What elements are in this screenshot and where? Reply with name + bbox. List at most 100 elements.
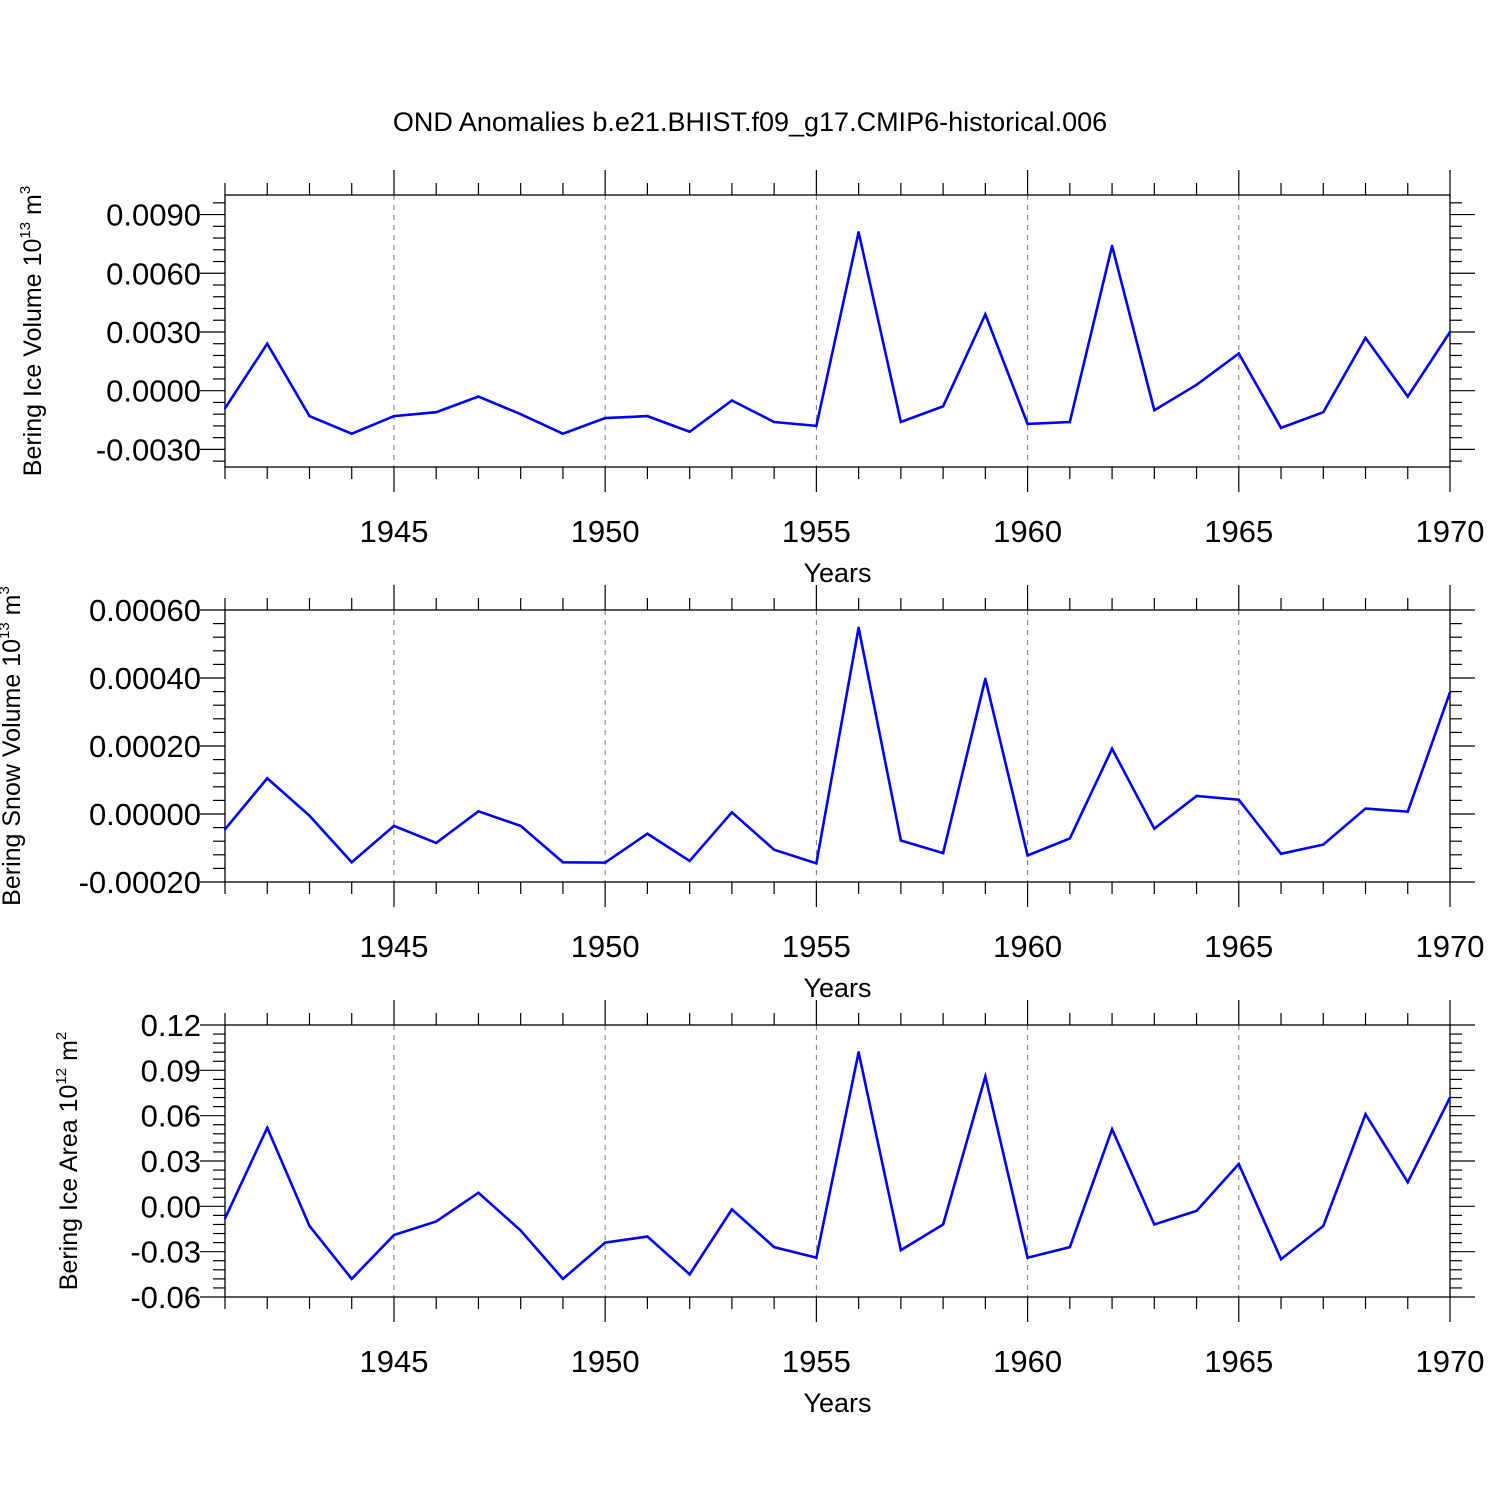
data-point [561, 1277, 565, 1281]
x-tick-label: 1955 [782, 929, 851, 964]
data-point [1110, 244, 1114, 248]
data-point [1322, 843, 1325, 846]
data-point [899, 420, 903, 424]
y-tick-label: -0.03 [130, 1235, 201, 1270]
y-tick-label: 0.06 [141, 1099, 201, 1134]
data-point [1068, 1245, 1072, 1249]
data-point [1026, 854, 1029, 857]
x-tick-label: 1960 [993, 929, 1062, 964]
data-point [1406, 1180, 1409, 1184]
data-point [561, 432, 565, 435]
data-point [688, 859, 691, 863]
x-tick-label: 1970 [1416, 929, 1485, 964]
data-point [688, 430, 691, 433]
data-point [435, 841, 438, 845]
series-line [223, 627, 1452, 865]
data-point [1195, 1209, 1198, 1213]
x-tick-label: 1945 [359, 1344, 428, 1379]
data-point [561, 861, 565, 864]
data-point [1153, 409, 1156, 412]
x-tick-label: 1970 [1416, 1344, 1485, 1379]
data-point [1364, 807, 1367, 810]
data-point [899, 839, 903, 842]
y-tick-label: -0.06 [130, 1280, 201, 1315]
data-point [519, 412, 522, 416]
data-point [857, 230, 860, 234]
chart-title: OND Anomalies b.e21.BHIST.f09_g17.CMIP6-… [393, 107, 1107, 137]
data-point [350, 432, 353, 435]
panel-2: -0.00020 0.00000 0.00020 0.00040 0.00060 1945… [0, 585, 1484, 1003]
data-point [308, 814, 311, 817]
y-tick-label: 0.00060 [89, 593, 201, 628]
data-point [1068, 420, 1072, 424]
data-point [1153, 1223, 1156, 1226]
data-point [772, 1245, 776, 1249]
data-point [984, 677, 987, 680]
data-point [1448, 330, 1452, 334]
data-point [941, 405, 945, 408]
y-tick-label: -0.00020 [79, 865, 201, 900]
y-axis-label-exponent: 13 [17, 222, 34, 239]
y-axis-label: Bering Ice Area 1012 m2 [53, 1032, 83, 1291]
x-tick-label: 1970 [1416, 514, 1485, 549]
data-point [1153, 827, 1156, 830]
data-point [688, 1273, 691, 1276]
data-point [1237, 352, 1240, 355]
data-point [1364, 1112, 1367, 1116]
panel-1: -0.0030 0.0000 0.0030 0.0060 0.0090 1945 1950 1… [17, 170, 1484, 588]
data-point [435, 411, 438, 414]
x-axis-label: Years [803, 1388, 871, 1418]
data-point [223, 828, 227, 831]
data-point [1110, 1128, 1114, 1131]
data-point [1406, 810, 1409, 813]
data-point [519, 1229, 522, 1232]
x-tick-label: 1960 [993, 1344, 1062, 1379]
x-axis-label: Years [803, 973, 871, 1003]
y-tick-label: -0.0030 [96, 432, 201, 467]
data-point [603, 1241, 607, 1244]
y-axis-label-text: m [0, 595, 26, 623]
data-point [1110, 747, 1114, 750]
y-axis-label: Bering Ice Volume 1013 m3 [17, 186, 47, 476]
data-point [1026, 422, 1029, 426]
data-point [1068, 837, 1072, 840]
data-point [730, 1208, 734, 1211]
x-tick-label: 1960 [993, 514, 1062, 549]
data-point [646, 832, 649, 835]
series-line [223, 231, 1452, 436]
data-point [266, 342, 269, 345]
y-axis-label-exponent: 3 [17, 186, 34, 194]
data-point [223, 407, 227, 410]
data-point [815, 1256, 818, 1259]
data-point [392, 414, 396, 418]
data-point [519, 824, 522, 828]
data-point [266, 1126, 269, 1129]
data-point [350, 1277, 353, 1281]
data-point [223, 1217, 227, 1220]
panels: -0.0030 0.0000 0.0030 0.0060 0.0090 1945 1950 1… [0, 170, 1484, 1418]
data-point [435, 1220, 438, 1223]
data-point [1195, 383, 1198, 387]
data-point [1322, 1224, 1325, 1228]
y-tick-label: 0.00020 [89, 729, 201, 764]
data-point [1195, 794, 1198, 798]
data-point [350, 861, 353, 864]
y-axis-label-text: m [55, 1040, 83, 1068]
y-axis-label-text: Bering Snow Volume 10 [0, 639, 26, 906]
y-axis-label-exponent: 2 [53, 1032, 70, 1040]
y-axis-label-exponent: 3 [0, 586, 13, 594]
data-point [392, 824, 396, 828]
x-tick-label: 1945 [359, 929, 428, 964]
y-tick-label: 0.12 [141, 1008, 201, 1043]
data-point [941, 851, 945, 855]
data-point [646, 414, 649, 418]
y-tick-label: 0.0060 [106, 256, 201, 291]
data-point [984, 1075, 987, 1078]
y-tick-label: 0.0090 [106, 198, 201, 233]
data-point [1406, 395, 1409, 398]
data-point [477, 395, 480, 398]
y-tick-label: 0.00000 [89, 797, 201, 832]
data-point [266, 777, 269, 780]
x-tick-label: 1955 [782, 1344, 851, 1379]
